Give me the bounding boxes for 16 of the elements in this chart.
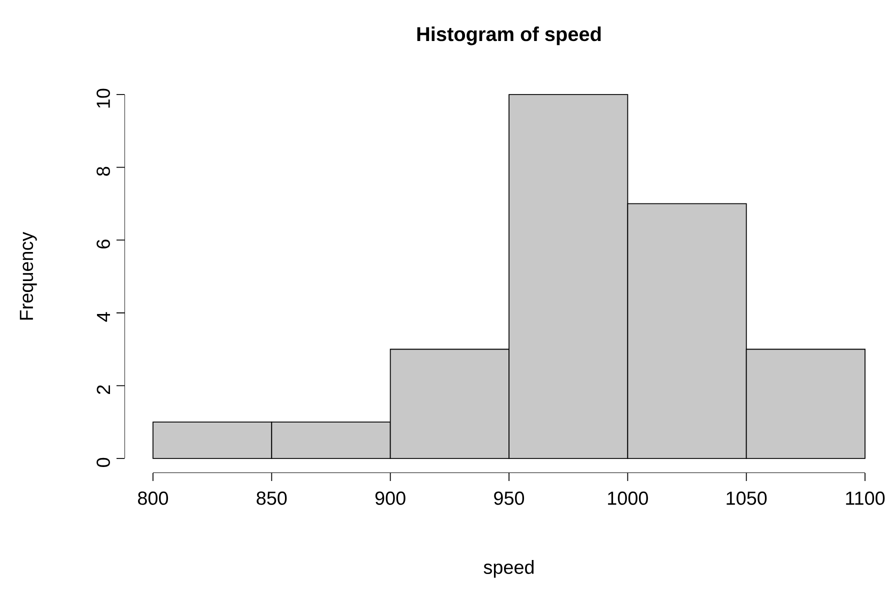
x-tick-label: 1000 <box>608 491 648 505</box>
x-axis-title: speed <box>484 560 534 578</box>
x-tick-label: 1050 <box>726 491 767 505</box>
x-tick-label: 850 <box>256 491 287 505</box>
y-tick-label: 4 <box>96 312 110 322</box>
y-tick-label: 8 <box>96 166 110 176</box>
y-axis-title: Frequency <box>20 232 37 320</box>
x-tick-label: 900 <box>375 491 406 505</box>
y-tick-label: 10 <box>96 88 110 108</box>
x-tick-label: 800 <box>138 491 168 505</box>
y-tick-label: 6 <box>96 240 110 248</box>
y-tick-label: 2 <box>96 385 110 394</box>
chart-title: Histogram of speed <box>417 26 601 46</box>
x-tick-label: 950 <box>494 491 524 505</box>
y-tick-label: 0 <box>96 458 110 467</box>
x-tick-label: 1100 <box>846 491 885 505</box>
